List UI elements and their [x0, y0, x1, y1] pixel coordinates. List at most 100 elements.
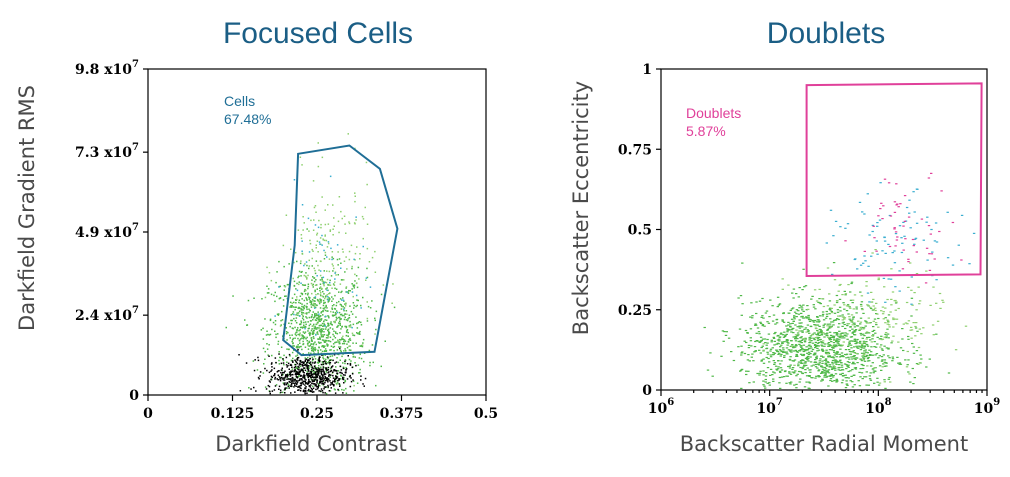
data-point [860, 347, 864, 349]
data-point [333, 345, 336, 348]
data-point [883, 178, 887, 180]
data-point [791, 368, 794, 370]
data-point [915, 309, 918, 311]
data-point [855, 345, 858, 347]
data-point [818, 362, 821, 364]
data-point [289, 334, 291, 337]
data-point [882, 205, 885, 207]
data-point [270, 375, 273, 378]
data-point [321, 322, 324, 325]
data-point [912, 245, 915, 247]
data-point [895, 204, 898, 206]
data-point [821, 379, 824, 381]
data-point [322, 374, 324, 376]
data-point [352, 295, 354, 298]
data-point [306, 367, 309, 370]
data-point [315, 211, 317, 213]
data-point [302, 337, 305, 339]
data-point [849, 291, 852, 293]
data-point [311, 366, 313, 368]
data-point [335, 361, 338, 363]
data-point [807, 314, 810, 317]
data-point [823, 369, 826, 371]
data-point [739, 295, 743, 297]
data-point [915, 222, 919, 224]
data-point [319, 377, 322, 380]
y-tick-label: 1 [642, 62, 652, 78]
data-point [864, 349, 867, 351]
data-point [778, 303, 782, 305]
data-point [866, 336, 869, 339]
data-point [342, 378, 345, 381]
data-point [821, 313, 825, 315]
data-point [859, 303, 863, 306]
data-point [866, 292, 870, 294]
data-point [862, 340, 866, 342]
data-point [703, 326, 706, 329]
data-point [259, 375, 261, 377]
data-point [310, 390, 312, 393]
data-point [349, 324, 352, 326]
data-point [822, 332, 825, 334]
data-point [306, 364, 308, 366]
data-point [326, 334, 329, 337]
data-point [824, 317, 828, 319]
data-point [752, 360, 755, 362]
data-point [314, 296, 317, 298]
data-point [324, 306, 326, 309]
data-point [274, 357, 277, 359]
data-point [298, 371, 300, 373]
data-point [881, 250, 884, 252]
data-point [831, 321, 835, 323]
data-point [852, 362, 855, 364]
data-point [802, 354, 805, 357]
data-point [866, 360, 870, 362]
data-point [815, 324, 818, 326]
data-point [298, 373, 300, 376]
data-point [847, 284, 850, 286]
data-point [324, 373, 327, 375]
data-point [302, 361, 304, 363]
data-point [860, 344, 864, 346]
data-point [318, 327, 320, 329]
data-point [829, 379, 832, 382]
data-point [300, 308, 302, 310]
data-point [313, 219, 315, 221]
data-point [334, 381, 336, 383]
data-point [321, 339, 324, 341]
data-point [803, 365, 806, 367]
data-point [772, 378, 775, 380]
data-point [754, 323, 757, 325]
data-point [274, 373, 276, 375]
data-point [317, 367, 320, 369]
data-point [302, 326, 305, 328]
data-point [819, 358, 822, 360]
data-point [872, 298, 875, 300]
data-point [817, 370, 820, 372]
data-point [305, 364, 307, 366]
data-point [826, 267, 830, 269]
data-point [830, 349, 833, 351]
data-point [333, 330, 335, 332]
data-point [320, 341, 322, 344]
data-point [852, 356, 855, 358]
data-point [897, 307, 900, 310]
data-point [721, 330, 725, 332]
data-point [333, 304, 335, 306]
data-point [836, 380, 839, 382]
data-point [845, 380, 848, 382]
data-point [876, 343, 879, 345]
data-point [794, 324, 797, 326]
data-point [290, 379, 292, 381]
data-point [320, 334, 323, 337]
data-point [308, 380, 310, 382]
data-point [852, 316, 855, 318]
data-point [359, 258, 361, 260]
data-point [352, 379, 354, 381]
data-point [814, 336, 818, 339]
data-point [355, 275, 358, 277]
data-point [324, 325, 326, 327]
data-point [334, 341, 336, 344]
data-point [307, 294, 309, 296]
data-point [897, 362, 900, 364]
